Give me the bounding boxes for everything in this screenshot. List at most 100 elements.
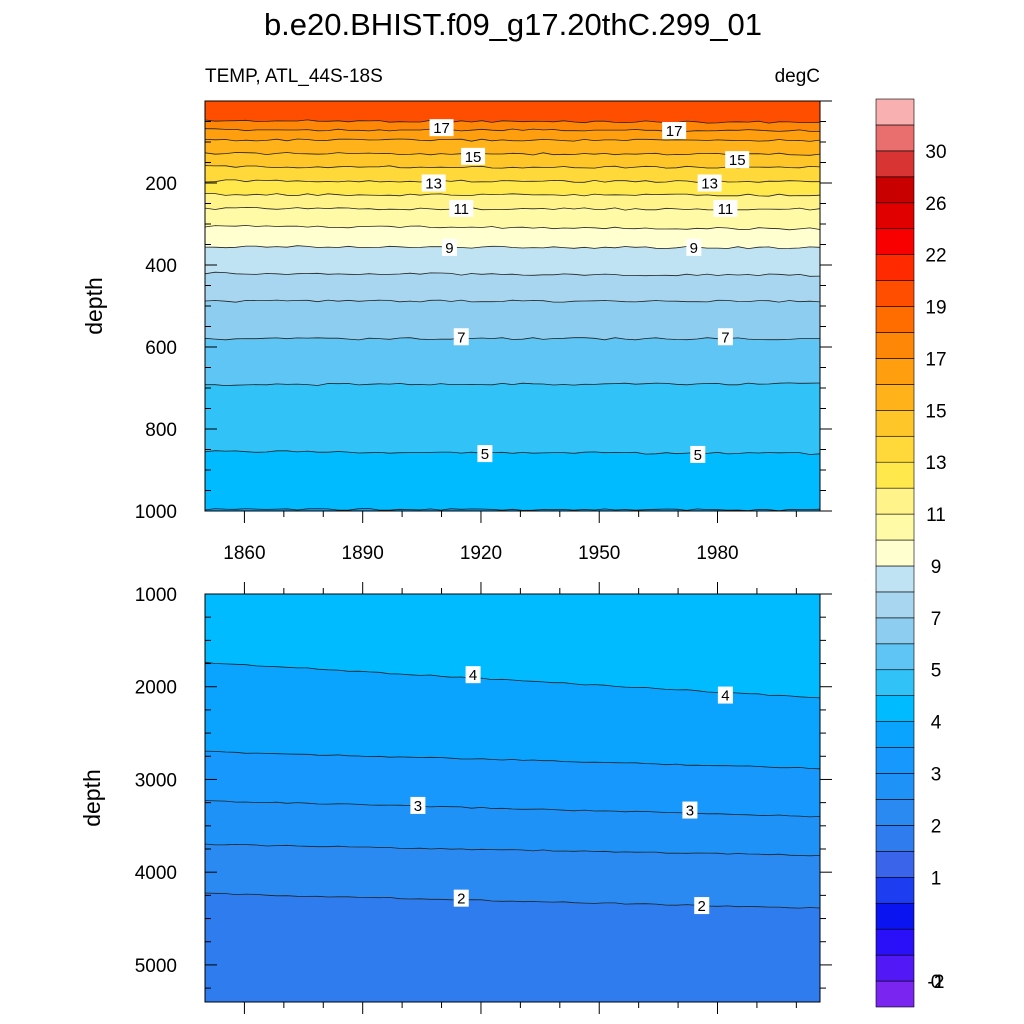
colorbar-label: 15 (925, 401, 946, 422)
colorbar-swatch (875, 332, 915, 359)
contour-line-3.5 (205, 750, 820, 770)
colorbar: 30 26 22 19 17 15 13 11 9 7 5 4 3 2 1 0-1-2 (875, 98, 947, 1008)
plot-frame (204, 593, 821, 1003)
y-tick-label: 200 (145, 174, 177, 195)
contour-label: 2 (453, 889, 469, 908)
contour-line-9 (205, 245, 820, 250)
x-tick-label: 1980 (696, 543, 738, 564)
contour-label: 9 (441, 238, 457, 257)
contour-line-4 (205, 507, 820, 511)
colorbar-label: 11 (926, 505, 946, 526)
contour-line-16 (205, 138, 820, 142)
contour-line-2 (205, 892, 820, 909)
contour-line-2.5 (205, 843, 820, 857)
colorbar-swatch (875, 306, 915, 333)
lower-y-axis-title: depth (79, 769, 105, 827)
y-tick-label: 800 (145, 420, 177, 441)
y-tick-label: 5000 (135, 956, 177, 977)
colorbar-swatch (875, 954, 915, 982)
colorbar-swatch (875, 435, 915, 463)
svg-text:11: 11 (453, 201, 469, 218)
colorbar-swatch (875, 773, 915, 800)
colorbar-swatch (875, 98, 915, 126)
colorbar-swatch (875, 150, 915, 178)
y-tick-label: 4000 (135, 863, 177, 884)
upper-y-axis-title: depth (81, 277, 107, 335)
x-tick-label: 1890 (342, 543, 384, 564)
colorbar-label: 19 (925, 298, 946, 319)
colorbar-swatch (875, 591, 915, 619)
contour-line-18 (205, 119, 820, 124)
contour-line-8 (205, 271, 820, 277)
colorbar-swatch (875, 851, 915, 878)
colorbar-swatch (875, 513, 915, 541)
colorbar-label: -2 (928, 972, 945, 993)
svg-text:7: 7 (721, 329, 729, 346)
contour-line-6 (205, 337, 820, 341)
svg-text:3: 3 (686, 803, 694, 820)
colorbar-label: 0 (931, 972, 942, 993)
svg-text:5: 5 (694, 447, 702, 464)
svg-text:17: 17 (666, 123, 683, 140)
contour-label: 4 (717, 686, 733, 705)
colorbar-swatch (875, 461, 915, 489)
colorbar-swatch (875, 876, 915, 904)
svg-text:4: 4 (469, 667, 477, 684)
colorbar-swatch (875, 384, 915, 411)
colorbar-swatch (875, 539, 915, 567)
svg-text:13: 13 (425, 176, 442, 193)
contour-label: 13 (421, 174, 446, 193)
colorbar-label: 13 (925, 453, 946, 474)
colorbar-swatch (875, 928, 915, 956)
y-tick-label: 2000 (135, 678, 177, 699)
svg-text:15: 15 (729, 152, 746, 169)
contour-label: 15 (461, 147, 486, 166)
contour-label: 3 (682, 801, 698, 820)
colorbar-swatch (875, 280, 915, 307)
contour-label: 7 (717, 328, 733, 346)
contour-line-12 (205, 193, 820, 197)
y-tick-label: 3000 (135, 770, 177, 791)
colorbar-swatch (875, 747, 915, 774)
contour-line-4 (205, 661, 820, 699)
x-tick-label: 1860 (223, 543, 265, 564)
contour-label: 5 (477, 445, 493, 463)
colorbar-swatch (875, 669, 915, 696)
colorbar-swatch (875, 721, 915, 748)
colorbar-label: 30 (925, 142, 946, 163)
units-label: degC (775, 66, 820, 87)
variable-label: TEMP, ATL_44S-18S (205, 66, 383, 87)
colorbar-swatch (875, 487, 915, 515)
contour-label: 7 (453, 328, 469, 346)
colorbar-swatch (875, 254, 915, 281)
colorbar-label: 26 (925, 194, 946, 215)
contour-line-17 (205, 128, 820, 132)
svg-text:7: 7 (457, 329, 465, 346)
contour-line-15 (205, 152, 820, 156)
contour-label: 9 (686, 238, 702, 257)
chart-title: b.e20.BHIST.f09_g17.20thC.299_01 (264, 7, 762, 42)
colorbar-swatch (875, 825, 915, 852)
svg-text:11: 11 (718, 201, 734, 218)
colorbar-swatch (875, 124, 915, 152)
colorbar-swatch (875, 410, 915, 437)
contour-line-14 (205, 165, 820, 169)
svg-text:9: 9 (690, 240, 698, 257)
colorbar-swatch (875, 695, 915, 722)
svg-text:2: 2 (457, 891, 465, 908)
colorbar-swatch (875, 643, 915, 671)
contour-line-5 (205, 382, 820, 387)
colorbar-swatch (875, 902, 915, 930)
colorbar-label: 1 (931, 868, 942, 889)
contour-label: 5 (690, 445, 706, 464)
contour-label: 4 (465, 666, 481, 684)
colorbar-label: 9 (931, 557, 942, 578)
contour-label: 3 (410, 796, 426, 815)
colorbar-swatch (875, 228, 915, 255)
colorbar-swatch (875, 980, 915, 1008)
contour-label: 11 (449, 199, 474, 218)
svg-text:3: 3 (414, 798, 422, 815)
contour-label: 17 (662, 122, 687, 140)
